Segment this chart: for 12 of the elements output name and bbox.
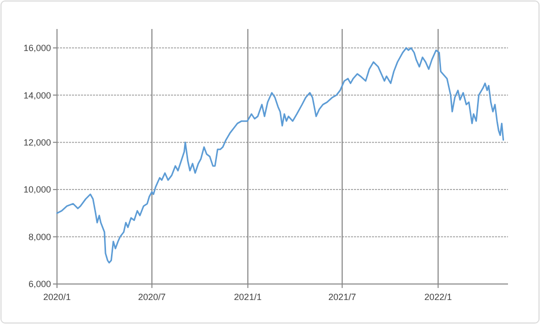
x-tick-label: 2022/1: [424, 292, 452, 302]
y-tick-label: 6,000: [28, 279, 51, 290]
x-tick-label: 2020/1: [43, 292, 71, 302]
y-tick-label: 8,000: [28, 232, 51, 242]
x-tick-label: 2021/7: [328, 292, 356, 302]
y-tick-label: 12,000: [23, 137, 51, 148]
y-tick-label: 10,000: [23, 184, 51, 195]
x-tick-label: 2021/1: [234, 292, 262, 302]
x-tick-label: 2020/7: [138, 292, 166, 302]
y-tick-label: 14,000: [23, 90, 51, 100]
y-tick-label: 16,000: [23, 43, 51, 54]
line-series: [56, 47, 504, 264]
